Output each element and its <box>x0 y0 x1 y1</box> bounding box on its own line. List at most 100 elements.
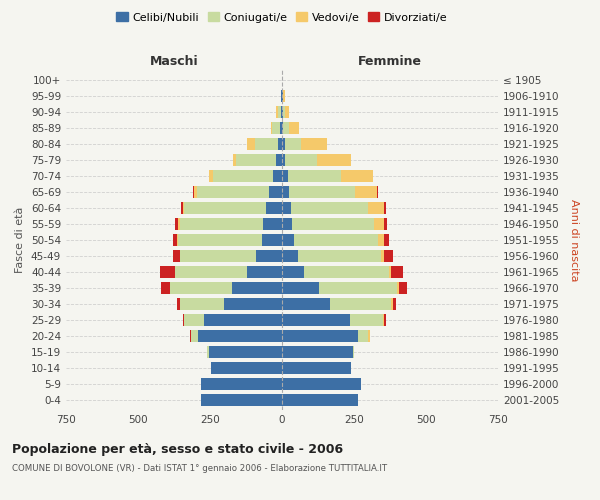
Bar <box>393 298 396 310</box>
Bar <box>175 218 178 230</box>
Bar <box>190 330 191 342</box>
Bar <box>282 202 290 214</box>
Bar <box>374 218 384 230</box>
Bar <box>182 202 184 214</box>
Bar <box>180 298 224 310</box>
Bar <box>298 250 382 262</box>
Bar <box>184 314 204 326</box>
Y-axis label: Fasce di età: Fasce di età <box>16 207 25 273</box>
Bar <box>278 138 282 150</box>
Bar <box>254 138 278 150</box>
Bar <box>355 186 377 198</box>
Bar <box>278 106 281 118</box>
Text: COMUNE DI BOVOLONE (VR) - Dati ISTAT 1° gennaio 2006 - Elaborazione TUTTITALIA.I: COMUNE DI BOVOLONE (VR) - Dati ISTAT 1° … <box>12 464 387 473</box>
Bar <box>282 154 285 166</box>
Bar <box>384 202 386 214</box>
Bar <box>384 218 387 230</box>
Bar <box>282 234 293 246</box>
Bar <box>288 170 341 182</box>
Bar <box>281 106 282 118</box>
Bar <box>173 250 180 262</box>
Bar <box>182 314 184 326</box>
Bar <box>233 154 236 166</box>
Bar <box>170 282 232 294</box>
Bar <box>301 138 326 150</box>
Bar <box>180 218 263 230</box>
Text: Femmine: Femmine <box>358 56 422 68</box>
Bar <box>317 154 351 166</box>
Bar <box>353 346 354 358</box>
Bar <box>282 330 358 342</box>
Bar <box>283 90 285 102</box>
Bar <box>379 234 384 246</box>
Bar <box>329 298 391 310</box>
Bar <box>161 282 170 294</box>
Bar <box>341 170 373 182</box>
Bar <box>276 106 278 118</box>
Bar <box>224 298 282 310</box>
Bar <box>199 330 282 342</box>
Bar <box>282 394 358 406</box>
Bar <box>178 218 180 230</box>
Bar <box>285 106 289 118</box>
Bar <box>177 298 180 310</box>
Bar <box>282 138 285 150</box>
Bar <box>207 346 209 358</box>
Bar <box>290 202 368 214</box>
Bar <box>274 170 282 182</box>
Bar <box>173 234 177 246</box>
Bar <box>236 154 276 166</box>
Bar <box>256 250 282 262</box>
Bar <box>289 122 299 134</box>
Bar <box>282 346 353 358</box>
Text: Maschi: Maschi <box>149 56 199 68</box>
Bar <box>191 330 199 342</box>
Legend: Celibi/Nubili, Coniugati/e, Vedovi/e, Divorziati/e: Celibi/Nubili, Coniugati/e, Vedovi/e, Di… <box>112 8 452 27</box>
Bar <box>282 250 298 262</box>
Bar <box>184 202 266 214</box>
Bar <box>175 266 247 278</box>
Bar <box>282 314 350 326</box>
Bar <box>282 362 351 374</box>
Bar <box>377 186 379 198</box>
Bar <box>282 298 329 310</box>
Bar <box>266 202 282 214</box>
Bar <box>177 234 178 246</box>
Bar <box>180 250 256 262</box>
Bar <box>202 378 282 390</box>
Bar <box>232 282 282 294</box>
Bar <box>384 314 386 326</box>
Bar <box>391 298 393 310</box>
Bar <box>368 202 384 214</box>
Bar <box>194 186 197 198</box>
Bar <box>204 314 282 326</box>
Bar <box>282 282 319 294</box>
Bar <box>304 266 389 278</box>
Bar <box>276 154 282 166</box>
Bar <box>262 234 282 246</box>
Bar <box>282 186 289 198</box>
Bar <box>271 122 272 134</box>
Text: Popolazione per età, sesso e stato civile - 2006: Popolazione per età, sesso e stato civil… <box>12 442 343 456</box>
Bar <box>193 186 194 198</box>
Bar <box>282 106 283 118</box>
Bar <box>289 186 355 198</box>
Bar <box>202 394 282 406</box>
Bar <box>397 282 398 294</box>
Bar <box>282 170 288 182</box>
Bar <box>285 138 301 150</box>
Bar <box>211 362 282 374</box>
Bar <box>293 234 379 246</box>
Bar <box>282 218 292 230</box>
Bar <box>247 138 254 150</box>
Bar <box>282 122 283 134</box>
Bar <box>209 346 282 358</box>
Bar <box>350 314 383 326</box>
Bar <box>280 122 282 134</box>
Bar <box>181 202 182 214</box>
Bar <box>285 154 317 166</box>
Bar <box>383 314 384 326</box>
Bar <box>213 170 274 182</box>
Bar <box>263 218 282 230</box>
Bar <box>209 170 213 182</box>
